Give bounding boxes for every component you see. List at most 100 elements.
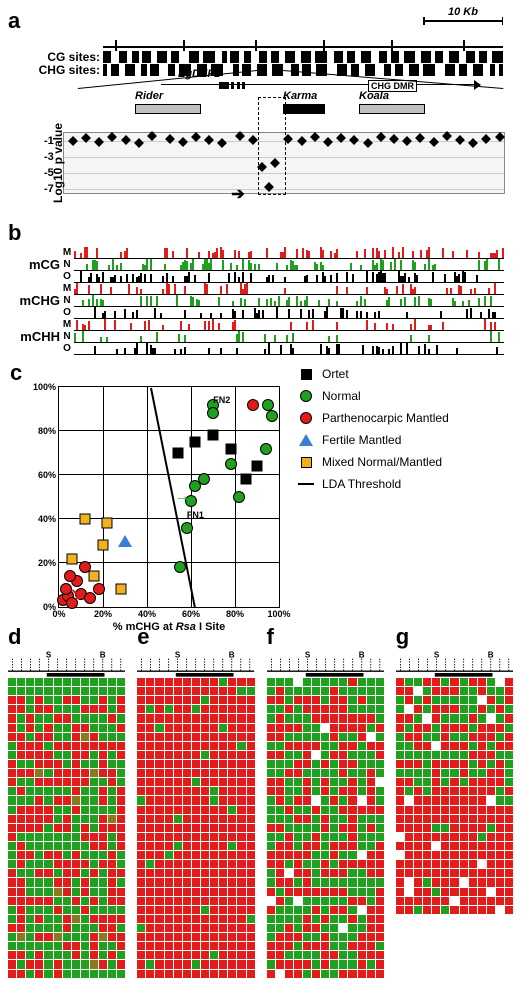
heatmap-cell xyxy=(367,960,375,968)
legend-swatch xyxy=(298,410,314,426)
heatmap-cell xyxy=(201,951,209,959)
heatmap-cell xyxy=(63,906,71,914)
heatmap-cell xyxy=(376,796,384,804)
heatmap-cell xyxy=(358,705,366,713)
heatmap-cell xyxy=(72,833,80,841)
heatmap-cell xyxy=(54,842,62,850)
heatmap xyxy=(396,678,513,914)
heatmap-cell xyxy=(450,687,458,695)
heatmap-cell xyxy=(312,760,320,768)
heatmap-cell xyxy=(108,915,116,923)
heatmap-cell xyxy=(496,724,504,732)
heatmap-cell xyxy=(35,806,43,814)
heatmap-cell xyxy=(276,924,284,932)
heatmap-cell xyxy=(469,733,477,741)
heatmap-cell xyxy=(294,833,302,841)
heatmap-cell xyxy=(108,742,116,750)
heatmap-cell xyxy=(81,942,89,950)
heatmap-cell xyxy=(44,915,52,923)
heatmap-cell xyxy=(17,760,25,768)
heatmap-cell xyxy=(228,897,236,905)
heatmap-cell xyxy=(90,714,98,722)
heatmap-cell xyxy=(285,824,293,832)
heatmap-cell xyxy=(210,787,218,795)
heatmap-cell xyxy=(478,733,486,741)
heatmap-cell xyxy=(505,888,513,896)
heatmap-cell xyxy=(276,796,284,804)
heatmap-cell xyxy=(414,742,422,750)
heatmap-cell xyxy=(35,714,43,722)
heatmap-cell xyxy=(192,906,200,914)
heatmap-cell xyxy=(405,888,413,896)
heatmap-cell xyxy=(405,751,413,759)
heatmap-cell xyxy=(285,888,293,896)
heatmap-cell xyxy=(505,724,513,732)
heatmap-cell xyxy=(54,824,62,832)
heatmap-cell xyxy=(285,714,293,722)
heatmap-cell xyxy=(90,833,98,841)
heatmap-cell xyxy=(312,733,320,741)
heatmap-cell xyxy=(17,751,25,759)
y-tick: 40% xyxy=(38,514,56,524)
heatmap-cell xyxy=(469,769,477,777)
heatmap-cell xyxy=(294,696,302,704)
heatmap-cell xyxy=(201,760,209,768)
heatmap-cell xyxy=(321,815,329,823)
heatmap-cell xyxy=(90,778,98,786)
heatmap-cell xyxy=(174,687,182,695)
heatmap-cell xyxy=(339,733,347,741)
heatmap-cell xyxy=(330,815,338,823)
heatmap-cell xyxy=(35,696,43,704)
heatmap-cell xyxy=(478,687,486,695)
heatmap-cell xyxy=(267,778,275,786)
heatmap-cell xyxy=(183,733,191,741)
heatmap-cell xyxy=(17,705,25,713)
heatmap-cell xyxy=(303,833,311,841)
heatmap-cell xyxy=(174,742,182,750)
heatmap-cell xyxy=(192,915,200,923)
heatmap-cell xyxy=(165,906,173,914)
heatmap-cell xyxy=(8,824,16,832)
heatmap-cell xyxy=(294,933,302,941)
scatter-point xyxy=(189,480,201,492)
heatmap-cell xyxy=(8,742,16,750)
pval-point xyxy=(134,138,144,148)
heatmap-cell xyxy=(210,906,218,914)
heatmap-cell xyxy=(303,906,311,914)
heatmap-cell xyxy=(303,687,311,695)
heatmap-cell xyxy=(423,906,431,914)
heatmap-cell xyxy=(423,760,431,768)
heatmap-cell xyxy=(63,888,71,896)
pval-point xyxy=(178,137,188,147)
heatmap-cell xyxy=(405,833,413,841)
heatmap-cell xyxy=(294,842,302,850)
heatmap-cell xyxy=(210,678,218,686)
heatmap-cell xyxy=(423,824,431,832)
heatmap-cell xyxy=(414,906,422,914)
heatmap-cell xyxy=(367,705,375,713)
heatmap-cell xyxy=(358,842,366,850)
heatmap-cell xyxy=(137,806,145,814)
heatmap-cell xyxy=(183,696,191,704)
heatmap-cell xyxy=(219,696,227,704)
heatmap-cell xyxy=(247,824,255,832)
heatmap-cell xyxy=(26,888,34,896)
heatmap-cell xyxy=(155,915,163,923)
heatmap-cell xyxy=(26,815,34,823)
heatmap-cell xyxy=(330,687,338,695)
heatmap-cell xyxy=(228,696,236,704)
heatmap-cell xyxy=(108,760,116,768)
heatmap-cell xyxy=(81,678,89,686)
heatmap-cell xyxy=(108,796,116,804)
heatmap-cell xyxy=(303,924,311,932)
heatmap-cell xyxy=(423,851,431,859)
heatmap-cell xyxy=(396,860,404,868)
heatmap-cell xyxy=(228,733,236,741)
heatmap-cell xyxy=(348,696,356,704)
legend-swatch xyxy=(298,388,314,404)
heatmap-cell xyxy=(26,960,34,968)
heatmap-cell xyxy=(441,760,449,768)
heatmap-cell xyxy=(155,824,163,832)
heatmap-cell xyxy=(450,833,458,841)
heatmap-cell xyxy=(201,851,209,859)
